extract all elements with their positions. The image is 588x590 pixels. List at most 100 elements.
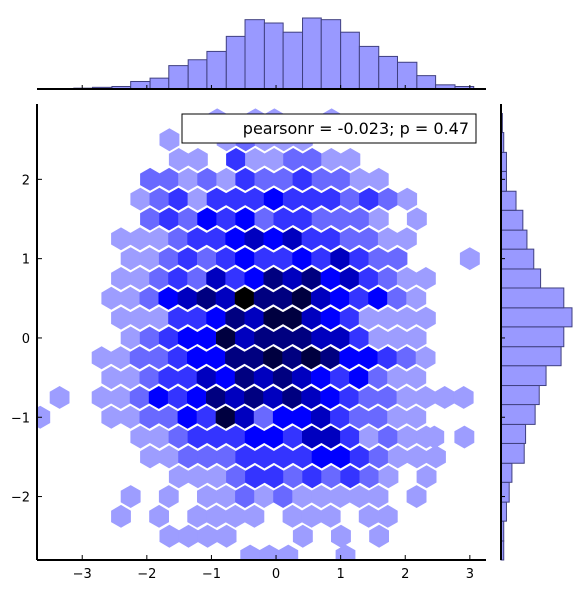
hexbin-cell — [187, 227, 208, 251]
hexbin-cell — [358, 227, 379, 251]
hexbin-cell — [140, 445, 160, 469]
hexbin-cell — [101, 366, 122, 390]
hexbin-cell — [244, 425, 265, 449]
hexbin-cell — [368, 405, 388, 429]
hexbin-cell — [330, 405, 350, 429]
hexbin-cell — [206, 346, 226, 370]
hexbin-cell — [320, 346, 341, 370]
hexbin-cell — [226, 465, 246, 489]
y-marginal-histogram — [500, 104, 573, 561]
hexbin-cell — [330, 247, 351, 271]
hexbin-cell — [459, 247, 480, 271]
hexbin-cell — [369, 524, 389, 548]
x-hist-bar — [396, 61, 418, 90]
hexbin-cell — [240, 544, 261, 560]
hexbin-cell — [168, 425, 189, 449]
hexbin-cell — [216, 167, 237, 191]
hexbin-cell — [168, 187, 189, 211]
hexbin-cell — [187, 346, 207, 370]
hexbin-cell — [396, 227, 417, 251]
x-tick-label: −1 — [202, 567, 221, 582]
hexbin-cell — [254, 326, 274, 350]
hexbin-cell — [339, 386, 360, 409]
hexbin-cell — [264, 465, 284, 489]
y-hist-bar — [500, 190, 517, 211]
hexbin-cell — [301, 504, 322, 528]
x-hist-bar — [340, 31, 360, 90]
hexbin-cell — [406, 366, 427, 390]
x-hist-bar — [378, 55, 398, 90]
hexbin-cell — [225, 346, 245, 370]
hexbin-cell — [330, 485, 351, 508]
hexbin-cell — [216, 326, 236, 350]
hexbin-cell — [197, 247, 217, 271]
hexbin-cell — [406, 445, 427, 469]
hexbin-cell — [368, 445, 389, 469]
hexbin-cell — [358, 306, 379, 330]
hexbin-cell — [359, 465, 380, 489]
hexbin-cell — [282, 267, 303, 290]
hexbin-cell — [235, 207, 256, 231]
hexbin-cell — [244, 306, 265, 330]
hexbin-cell — [196, 366, 217, 390]
hexbin-cell — [245, 465, 265, 489]
y-hist-bar — [500, 248, 535, 270]
hexbin-cell — [301, 267, 322, 290]
hexbin-cell — [301, 346, 322, 370]
hexbin-cell — [244, 504, 265, 528]
hexbin-cell — [140, 207, 160, 231]
hexbin-cell — [177, 326, 198, 350]
hexbin-cell — [37, 405, 51, 429]
hexbin-cell — [349, 445, 370, 469]
hexbin-cell — [159, 128, 180, 152]
hexbin-cell — [168, 267, 189, 290]
hexbin-cell — [254, 485, 274, 508]
hexbin-cell — [349, 485, 370, 508]
hexbin-cell — [406, 207, 427, 231]
hexbin-cell — [377, 267, 398, 290]
hexbin-cell — [149, 187, 170, 211]
hexbin-cell — [130, 306, 150, 330]
hexbin-cell — [330, 286, 350, 310]
hexbin-cell — [196, 405, 217, 429]
annotation-text: pearsonr = -0.023; p = 0.47 — [243, 119, 469, 138]
y-hist-bar — [500, 404, 536, 425]
hexbin-cell — [377, 346, 398, 370]
hexbin-cell — [254, 247, 274, 271]
y-tick-label: 2 — [22, 173, 30, 188]
hexbin-cell — [226, 148, 246, 171]
hexbin-cell — [378, 425, 399, 449]
hexbin-cell — [406, 326, 427, 350]
hexbin-cell — [225, 504, 246, 528]
hexbin-cell — [273, 326, 294, 350]
hexbin-cell — [178, 167, 199, 191]
x-hist-bar — [244, 19, 265, 90]
hexbin-cell — [216, 207, 237, 231]
hexbin-cell — [387, 445, 408, 469]
hexbin-cell — [206, 267, 227, 290]
hexbin-cell — [320, 267, 341, 290]
x-tick-label: 0 — [272, 567, 280, 582]
hexbin-cell — [253, 405, 274, 429]
hexbin-cell — [216, 485, 236, 508]
hexbin-cell — [349, 207, 370, 231]
hexbin-cell — [359, 187, 379, 211]
hexbin-cell — [416, 306, 436, 330]
hexbin-cell — [292, 247, 313, 271]
hexbin-cell — [111, 306, 131, 330]
hexbin-cell — [178, 445, 199, 469]
hexbin-cell — [177, 405, 198, 429]
hexbin-cell — [187, 148, 208, 171]
hexbin-cell — [130, 187, 151, 211]
hexbin-cell — [368, 286, 388, 310]
hexbin-cell — [292, 207, 313, 231]
hexbin-cell — [263, 425, 284, 449]
y-tick-label: 1 — [22, 253, 30, 268]
x-hist-bar — [282, 31, 304, 90]
hexbin-cell — [91, 346, 112, 370]
hexbin-cell — [320, 386, 341, 409]
hexbin-cell — [434, 386, 455, 409]
hexbin-cell — [349, 247, 370, 271]
hexbin-cell — [292, 485, 313, 508]
